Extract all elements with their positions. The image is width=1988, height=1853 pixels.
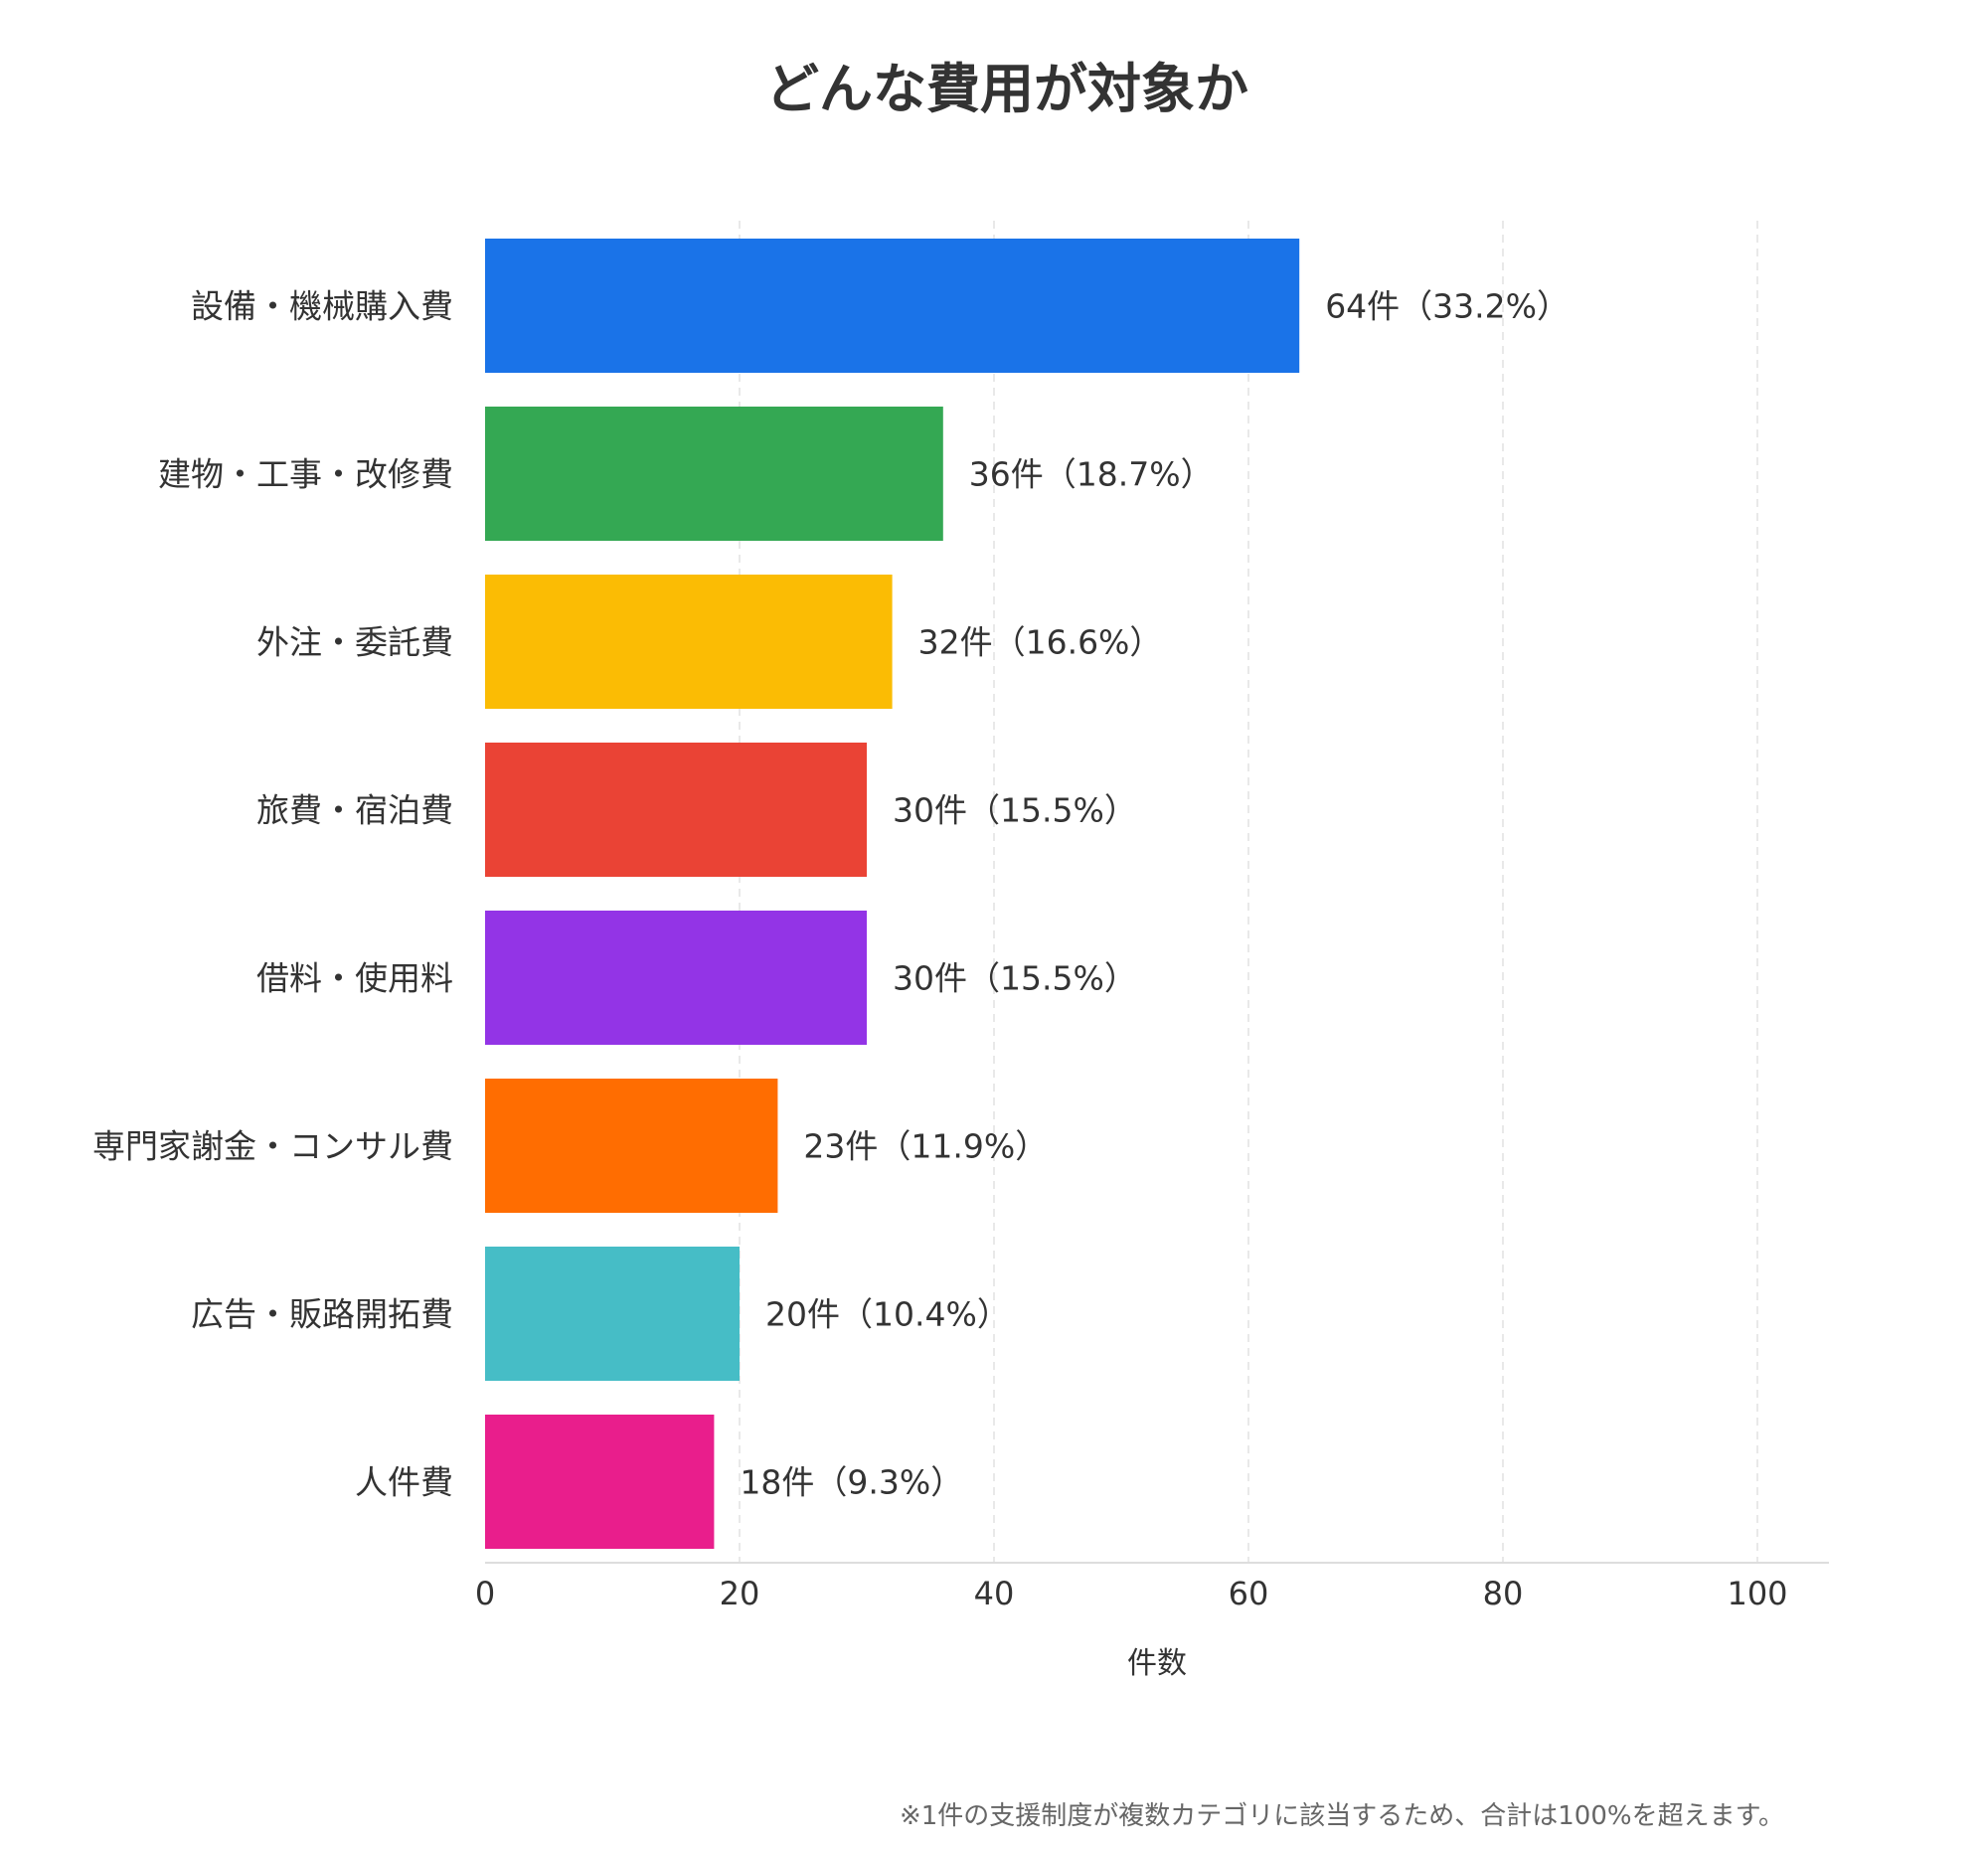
category-label: 人件費 <box>355 1463 453 1502</box>
category-label: 広告・販路開拓費 <box>191 1295 453 1334</box>
category-label: 借料・使用料 <box>256 959 453 998</box>
x-axis-title: 件数 <box>1127 1646 1187 1681</box>
value-labels: 64件（33.2%） 36件（18.7%） 32件（16.6%） 30件（15.5%）… <box>740 287 1570 1502</box>
bar <box>485 407 943 541</box>
bar <box>485 1415 715 1549</box>
value-label: 20件（10.4%） <box>765 1295 1010 1334</box>
chart-title: どんな費用が対象か <box>765 58 1248 120</box>
bar <box>485 1247 740 1381</box>
value-label: 23件（11.9%） <box>803 1127 1048 1166</box>
value-label: 32件（16.6%） <box>918 623 1163 662</box>
category-label: 旅費・宿泊費 <box>256 791 453 830</box>
bar <box>485 575 893 709</box>
footnote: ※1件の支援制度が複数カテゴリに該当するため、合計は100%を超えます。 <box>899 1801 1784 1831</box>
x-tick-label: 80 <box>1483 1575 1524 1612</box>
bar <box>485 743 867 877</box>
category-label: 専門家謝金・コンサル費 <box>92 1127 453 1166</box>
x-tick-label: 20 <box>720 1575 760 1612</box>
category-label: 外注・委託費 <box>256 623 453 662</box>
bar <box>485 239 1300 373</box>
x-tick-label: 0 <box>475 1575 495 1612</box>
bars <box>485 239 1300 1549</box>
value-label: 30件（15.5%） <box>893 791 1137 830</box>
bar <box>485 911 867 1045</box>
category-label: 設備・機械購入費 <box>191 287 453 326</box>
x-axis-ticks: 0 20 40 60 80 100 <box>475 1575 1788 1612</box>
value-label: 18件（9.3%） <box>740 1463 963 1502</box>
value-label: 30件（15.5%） <box>893 959 1137 998</box>
category-labels: 設備・機械購入費建物・工事・改修費外注・委託費旅費・宿泊費借料・使用料専門家謝金… <box>92 287 453 1502</box>
value-label: 36件（18.7%） <box>969 455 1214 494</box>
x-tick-label: 100 <box>1727 1575 1787 1612</box>
x-tick-label: 60 <box>1229 1575 1269 1612</box>
category-label: 建物・工事・改修費 <box>158 455 453 494</box>
bar <box>485 1079 778 1213</box>
value-label: 64件（33.2%） <box>1325 287 1570 326</box>
x-tick-label: 40 <box>974 1575 1015 1612</box>
